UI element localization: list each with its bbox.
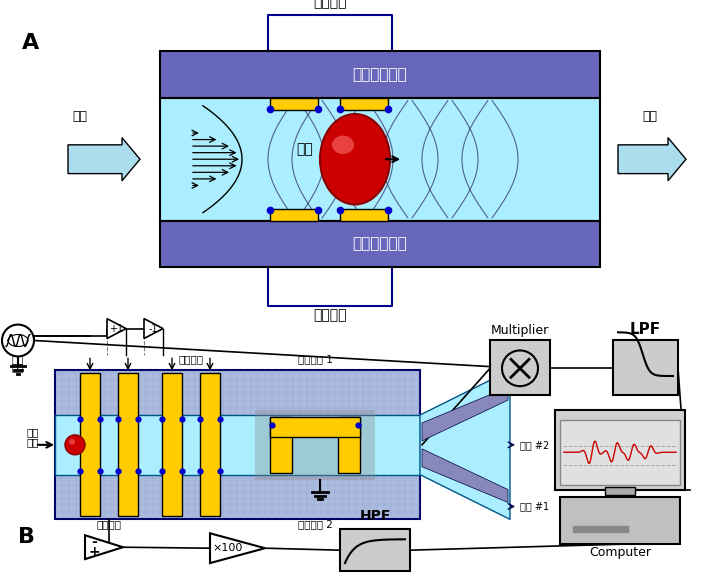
Circle shape [69, 439, 75, 445]
Text: HPF: HPF [359, 510, 391, 523]
Text: +1: +1 [109, 324, 123, 334]
Polygon shape [107, 318, 126, 339]
Bar [560, 497, 680, 544]
Bar [118, 373, 138, 516]
Bar [160, 98, 600, 221]
Text: 인가전궹: 인가전궹 [178, 354, 203, 364]
Text: +: + [89, 545, 100, 559]
Bar [270, 417, 360, 437]
Text: 감지전궹: 감지전궹 [96, 519, 121, 529]
Polygon shape [420, 371, 510, 519]
Text: Computer: Computer [589, 546, 651, 559]
Text: 감지: 감지 [11, 354, 24, 364]
Text: 세포: 세포 [26, 437, 39, 447]
Text: 분리전궹 2: 분리전궹 2 [298, 519, 333, 529]
Bar [613, 340, 678, 395]
Polygon shape [422, 387, 508, 441]
Bar [573, 526, 628, 532]
Text: 입구: 입구 [26, 427, 39, 437]
Polygon shape [85, 535, 123, 559]
Text: 분리전궹 1: 분리전궹 1 [298, 354, 333, 364]
Circle shape [65, 435, 85, 455]
Text: 세포: 세포 [296, 142, 313, 156]
Bar [200, 373, 220, 516]
FancyArrow shape [618, 138, 686, 181]
Text: 인가전궹: 인가전궹 [313, 0, 347, 9]
Text: A: A [22, 33, 39, 53]
Text: 출구 #1: 출구 #1 [520, 501, 549, 511]
Bar [270, 208, 318, 221]
Bar [490, 340, 550, 395]
Bar [270, 98, 318, 110]
Ellipse shape [320, 114, 390, 204]
Bar [340, 208, 388, 221]
Text: 감지전궹: 감지전궹 [313, 308, 347, 322]
Text: 하부유리기판: 하부유리기판 [353, 236, 408, 251]
Bar [55, 415, 420, 475]
Bar [160, 52, 600, 98]
Polygon shape [210, 533, 265, 563]
Bar [555, 410, 685, 490]
Text: ×100: ×100 [213, 543, 243, 553]
Ellipse shape [332, 135, 354, 154]
Bar [270, 417, 292, 472]
Text: 출구: 출구 [643, 110, 658, 123]
Polygon shape [422, 449, 508, 503]
Bar [55, 371, 420, 519]
Circle shape [2, 325, 34, 357]
Bar [160, 221, 600, 267]
Text: 출구 #3: 출구 #3 [520, 378, 549, 389]
Bar [560, 420, 680, 485]
Bar [80, 373, 100, 516]
Bar [162, 373, 182, 516]
Bar [340, 98, 388, 110]
Text: 출구 #2: 출구 #2 [520, 440, 549, 450]
Bar [340, 529, 410, 571]
Bar [605, 486, 635, 494]
Text: -1: -1 [149, 324, 158, 334]
Text: LPF: LPF [630, 321, 660, 336]
Bar [338, 417, 360, 472]
Polygon shape [144, 318, 163, 339]
Text: 전압: 전압 [11, 362, 24, 372]
Text: B: B [18, 527, 35, 547]
Bar [255, 410, 375, 479]
Text: 상부유리기판: 상부유리기판 [353, 67, 408, 82]
FancyArrow shape [68, 138, 140, 181]
Text: 입구: 입구 [73, 110, 88, 123]
Text: -: - [91, 535, 97, 549]
Text: Multiplier: Multiplier [491, 324, 549, 336]
